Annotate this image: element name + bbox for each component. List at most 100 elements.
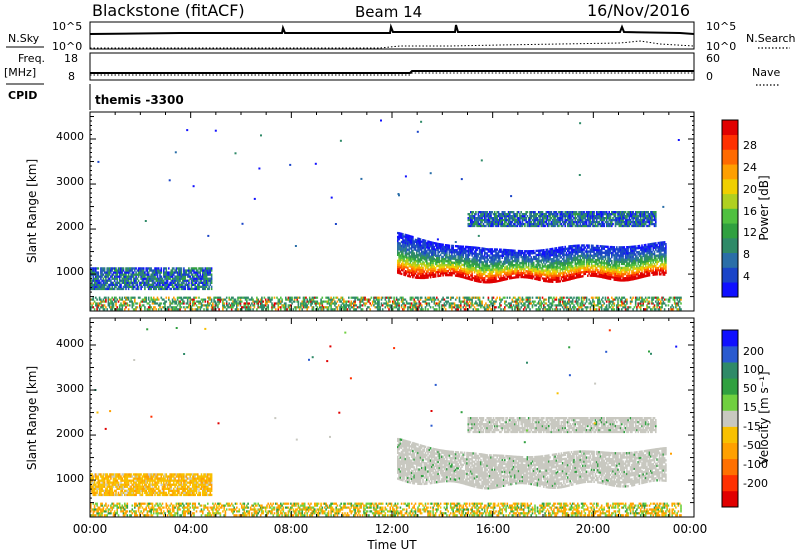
echo-cell: [174, 283, 176, 286]
echo-cell: [453, 265, 456, 269]
echo-cell: [460, 249, 462, 252]
echo-cell: [405, 252, 408, 255]
echo-cell: [632, 278, 634, 281]
echo-cell: [145, 277, 147, 280]
echo-cell: [555, 213, 558, 216]
echo-cell: [120, 283, 122, 286]
echo-cell: [473, 269, 476, 272]
echo-cell: [197, 273, 199, 276]
echo-cell: [179, 283, 181, 286]
echo-cell: [634, 217, 637, 220]
echo-cell: [500, 213, 502, 216]
echo-cell: [507, 255, 510, 258]
echo-cell: [419, 248, 422, 251]
echo-cell: [515, 257, 517, 261]
echo-cell: [597, 249, 599, 252]
echo-cell: [441, 257, 443, 261]
echo-cell: [661, 245, 663, 248]
echo-cell: [628, 220, 631, 224]
echo-cell: [122, 304, 125, 307]
echo-cell: [618, 254, 621, 257]
echo-cell: [398, 252, 400, 255]
echo-cell: [180, 277, 183, 280]
echo-cell: [660, 269, 662, 272]
echo-cell: [619, 213, 622, 216]
echo-cell: [413, 256, 415, 259]
echo-cell: [400, 268, 403, 272]
echo-cell: [585, 262, 588, 265]
echo-cell: [137, 287, 140, 291]
echo-cell: [555, 211, 558, 214]
echo-cell: [580, 254, 583, 258]
echo-cell: [643, 262, 646, 266]
echo-cell: [157, 277, 160, 280]
echo-cell: [486, 248, 488, 251]
echo-cell: [544, 265, 546, 268]
echo-cell: [457, 271, 459, 274]
echo-cell: [189, 275, 191, 278]
echo-cell: [418, 237, 420, 241]
echo-cell: [472, 277, 475, 280]
echo-cell: [490, 260, 492, 263]
echo-cell: [107, 271, 110, 274]
echo-cell: [101, 273, 103, 276]
echo-cell: [559, 222, 561, 226]
echo-cell: [422, 276, 424, 280]
echo-cell: [92, 269, 95, 272]
echo-cell: [551, 264, 554, 267]
echo-cell: [605, 220, 608, 224]
echo-cell: [146, 283, 149, 286]
echo-cell: [452, 269, 454, 273]
echo-cell: [475, 213, 477, 216]
echo-cell: [207, 279, 209, 282]
echo-cell: [599, 218, 602, 222]
echo-cell: [510, 215, 512, 218]
echo-cell: [461, 259, 463, 262]
echo-cell: [427, 242, 429, 245]
echo-cell: [125, 306, 127, 309]
echo-cell: [535, 267, 538, 271]
echo-cell: [428, 250, 431, 253]
echo-cell: [607, 261, 609, 264]
echo-cell: [107, 275, 110, 278]
echo-cell: [648, 222, 651, 226]
echo-cell: [160, 287, 163, 291]
echo-cell: [129, 277, 131, 280]
echo-cell: [405, 250, 408, 253]
echo-cell: [628, 278, 631, 282]
echo-cell: [530, 220, 532, 224]
echo-cell: [580, 250, 583, 253]
echo-cell: [621, 224, 623, 228]
echo-cell: [593, 248, 595, 251]
echo-cell: [538, 224, 540, 228]
echo-cell: [531, 218, 534, 222]
echo-cell: [205, 283, 208, 286]
echo-cell: [626, 215, 628, 218]
echo-cell: [178, 279, 180, 282]
echo-cell: [550, 272, 553, 275]
echo-cell: [600, 271, 603, 274]
echo-cell: [595, 266, 598, 270]
echo-cell: [642, 273, 644, 276]
echo-cell: [453, 249, 456, 252]
echo-cell: [478, 280, 481, 283]
echo-cell: [420, 248, 423, 251]
echo-cell: [642, 252, 644, 255]
echo-cell: [90, 267, 92, 270]
echo-cell: [398, 270, 400, 273]
echo-cell: [169, 283, 171, 286]
echo-cell: [448, 248, 451, 251]
echo-cell: [457, 267, 459, 270]
echo-cell: [407, 248, 409, 251]
echo-cell: [569, 215, 571, 218]
echo-cell: [135, 281, 137, 284]
echo-cell: [173, 271, 175, 274]
echo-cell: [614, 250, 617, 253]
echo-cell: [442, 243, 444, 246]
echo-cell: [550, 276, 553, 279]
echo-cell: [151, 281, 154, 284]
echo-cell: [639, 258, 642, 261]
echo-cell: [441, 243, 443, 246]
echo-cell: [514, 222, 516, 226]
echo-cell: [643, 213, 646, 216]
